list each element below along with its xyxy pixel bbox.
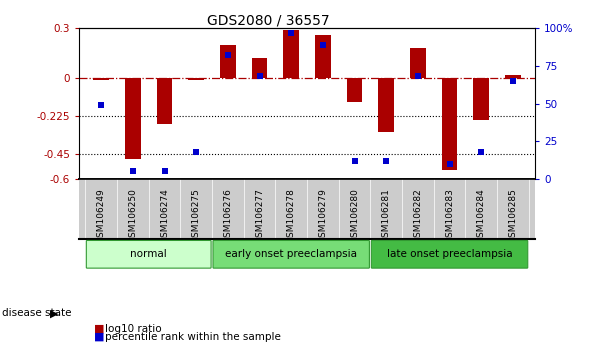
Text: GSM106283: GSM106283 <box>445 188 454 243</box>
Point <box>96 102 106 108</box>
Text: GSM106278: GSM106278 <box>287 188 295 243</box>
Text: GSM106279: GSM106279 <box>319 188 327 243</box>
Point <box>444 161 454 167</box>
Bar <box>441 79 457 170</box>
Bar <box>93 79 109 80</box>
FancyBboxPatch shape <box>86 240 211 268</box>
Text: percentile rank within the sample: percentile rank within the sample <box>105 332 280 342</box>
FancyBboxPatch shape <box>213 240 370 268</box>
Bar <box>473 79 489 120</box>
Text: normal: normal <box>130 249 167 259</box>
Text: GDS2080 / 36557: GDS2080 / 36557 <box>207 13 330 27</box>
Text: GSM106282: GSM106282 <box>413 188 423 242</box>
Text: GSM106284: GSM106284 <box>477 188 486 242</box>
Text: late onset preeclampsia: late onset preeclampsia <box>387 249 513 259</box>
Point <box>255 74 264 79</box>
Bar <box>315 35 331 79</box>
Text: GSM106249: GSM106249 <box>97 188 106 242</box>
Bar <box>125 79 141 159</box>
Text: GSM106274: GSM106274 <box>160 188 169 242</box>
Point <box>476 149 486 155</box>
FancyBboxPatch shape <box>371 240 528 268</box>
Text: log10 ratio: log10 ratio <box>105 324 161 333</box>
Text: GSM106285: GSM106285 <box>508 188 517 243</box>
Text: GSM106277: GSM106277 <box>255 188 264 243</box>
Point <box>286 30 296 36</box>
Text: disease state: disease state <box>2 308 71 318</box>
Text: ▶: ▶ <box>50 308 58 318</box>
Bar <box>505 75 521 79</box>
Text: GSM106276: GSM106276 <box>223 188 232 243</box>
Point <box>160 169 170 174</box>
Text: GSM106281: GSM106281 <box>382 188 391 243</box>
Bar <box>378 79 394 132</box>
Point <box>381 158 391 164</box>
Bar <box>410 48 426 79</box>
Text: early onset preeclampsia: early onset preeclampsia <box>225 249 358 259</box>
Point <box>318 42 328 48</box>
Text: ■: ■ <box>94 332 105 342</box>
Text: GSM106275: GSM106275 <box>192 188 201 243</box>
Point <box>350 158 359 164</box>
Bar <box>157 79 173 124</box>
Point <box>192 149 201 155</box>
Bar <box>220 45 236 79</box>
Text: ■: ■ <box>94 324 105 333</box>
Point <box>128 169 138 174</box>
Point <box>413 74 423 79</box>
Text: GSM106250: GSM106250 <box>128 188 137 243</box>
Bar <box>252 58 268 79</box>
Point <box>223 53 233 58</box>
Bar <box>283 30 299 79</box>
Bar <box>188 79 204 80</box>
Text: GSM106280: GSM106280 <box>350 188 359 243</box>
Bar <box>347 79 362 102</box>
Point <box>508 78 518 84</box>
